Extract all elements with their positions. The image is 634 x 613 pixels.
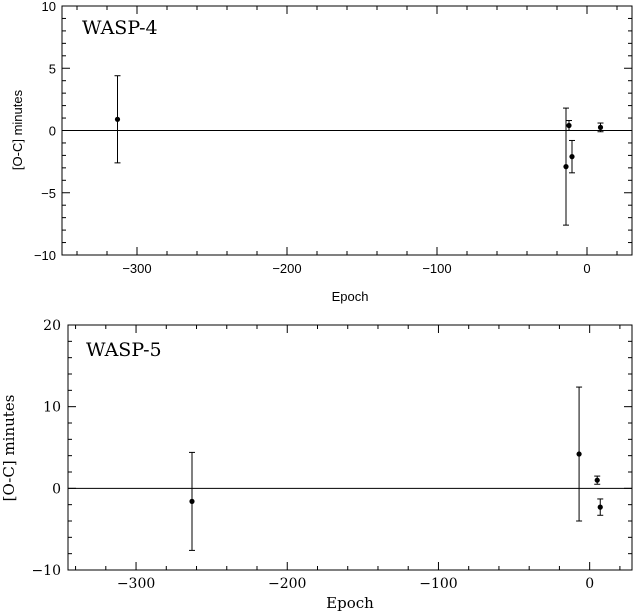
y-tick-label: 0 xyxy=(49,124,56,139)
data-point xyxy=(569,139,575,174)
x-tick-label: −200 xyxy=(272,261,301,276)
panel-wasp-4: WASP-4 Epoch [O-C] minutes −300 −200 −100 0… xyxy=(10,0,633,304)
x-tick-label: 0 xyxy=(585,576,594,592)
x-tick-label: −200 xyxy=(268,576,306,592)
x-tick-label: 0 xyxy=(583,261,590,276)
x-tick-label: −100 xyxy=(419,576,457,592)
data-point xyxy=(114,75,121,164)
panel-title: WASP-4 xyxy=(82,17,158,39)
point-marker xyxy=(563,164,569,170)
data-point xyxy=(594,475,601,485)
y-axis-label: [O-C] minutes xyxy=(10,89,25,170)
y-tick-label: 10 xyxy=(42,0,56,14)
x-tick-label: −100 xyxy=(422,261,451,276)
point-marker xyxy=(594,477,600,483)
data-point xyxy=(188,451,195,551)
y-tick-label: −10 xyxy=(34,248,56,263)
data-point xyxy=(597,122,604,133)
plot-frame xyxy=(67,324,633,571)
y-tick-label: −10 xyxy=(31,563,61,579)
point-marker xyxy=(569,154,575,160)
y-axis-label: [O-C] minutes xyxy=(0,395,18,502)
data-point xyxy=(566,120,572,131)
y-tick-label: 20 xyxy=(43,318,61,334)
point-marker xyxy=(597,504,603,510)
x-axis-label: Epoch xyxy=(332,289,369,304)
x-tick-label: −300 xyxy=(122,261,151,276)
data-point xyxy=(563,107,569,226)
y-tick-label: 10 xyxy=(43,400,61,416)
y-tick-label: 0 xyxy=(52,481,61,497)
point-marker xyxy=(566,122,572,129)
data-marks xyxy=(68,386,632,551)
point-marker xyxy=(114,116,121,122)
point-marker xyxy=(189,498,195,504)
axis-ticks: −300 −200 −100 0 −10 −5 0 5 10 xyxy=(34,0,632,276)
panel-wasp-5: WASP-5 Epoch [O-C] minutes −300 −200 −100 0… xyxy=(0,318,633,612)
point-marker xyxy=(597,124,604,130)
y-tick-label: −5 xyxy=(41,186,56,201)
point-marker xyxy=(576,451,582,457)
data-marks xyxy=(62,75,632,226)
x-axis-label: Epoch xyxy=(326,594,374,612)
y-tick-label: 5 xyxy=(49,61,56,76)
x-tick-label: −300 xyxy=(117,576,155,592)
panel-title: WASP-5 xyxy=(86,339,162,361)
data-point xyxy=(576,386,583,522)
data-point xyxy=(597,498,604,516)
